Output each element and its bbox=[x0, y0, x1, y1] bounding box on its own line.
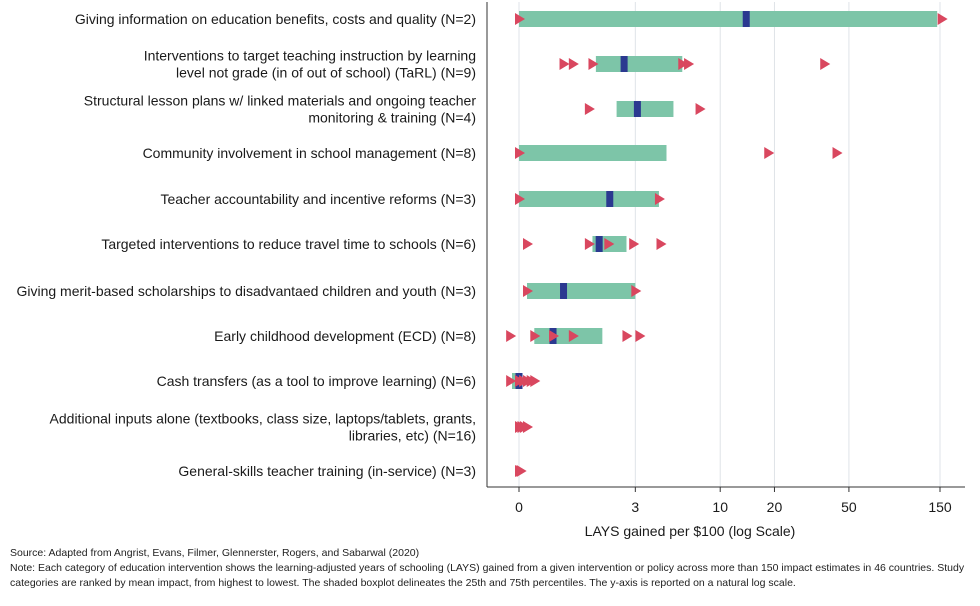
x-tick-label-0: 0 bbox=[515, 499, 523, 515]
x-tick-label-3: 3 bbox=[631, 499, 639, 515]
source-note: Source: Adapted from Angrist, Evans, Fil… bbox=[10, 547, 420, 559]
estimate-point-2-6 bbox=[820, 58, 831, 70]
category-label-line: Additional inputs alone (textbooks, clas… bbox=[50, 411, 476, 427]
estimate-point-2-2 bbox=[568, 58, 579, 70]
estimate-point-4-2 bbox=[764, 147, 775, 159]
x-axis: 0 3 10 20 50 150 bbox=[486, 2, 965, 515]
estimate-point-8-2 bbox=[530, 330, 541, 342]
category-label-line: Structural lesson plans w/ linked materi… bbox=[84, 93, 477, 109]
estimate-point-2-5 bbox=[684, 58, 695, 70]
estimate-point-4-3 bbox=[832, 147, 843, 159]
grid-lines bbox=[518, 2, 941, 487]
category-label-4: Community involvement in school manageme… bbox=[143, 145, 476, 161]
estimate-point-8-3 bbox=[549, 330, 560, 342]
median-marker-3 bbox=[633, 101, 641, 117]
estimate-point-8-5 bbox=[622, 330, 633, 342]
figure-notes: Source: Adapted from Angrist, Evans, Fil… bbox=[10, 546, 975, 591]
points-layer bbox=[506, 13, 948, 477]
category-label-line: Targeted interventions to reduce travel … bbox=[101, 236, 476, 252]
estimate-point-2-4 bbox=[678, 58, 689, 70]
category-label-1: Giving information on education benefits… bbox=[75, 11, 476, 27]
median-marker-5 bbox=[606, 191, 614, 207]
estimate-point-2-3 bbox=[588, 58, 599, 70]
category-label-line: libraries, etc) (N=16) bbox=[349, 428, 476, 444]
iqr-box-4 bbox=[519, 145, 667, 161]
estimate-point-5-1 bbox=[515, 193, 525, 205]
category-label-2: Interventions to target teaching instruc… bbox=[144, 48, 476, 81]
category-label-line: monitoring & training (N=4) bbox=[308, 110, 476, 126]
estimate-point-1-2 bbox=[937, 13, 948, 25]
estimate-point-6-1 bbox=[522, 238, 533, 250]
boxplot-chart: Giving information on education benefits… bbox=[16, 2, 965, 539]
iqr-box-3 bbox=[616, 101, 674, 117]
category-label-line: Community involvement in school manageme… bbox=[143, 145, 476, 161]
estimate-point-8-4 bbox=[568, 330, 579, 342]
boxes-layer bbox=[512, 11, 938, 389]
estimate-point-10-4 bbox=[522, 421, 533, 433]
estimate-point-7-1 bbox=[522, 285, 533, 297]
methodology-note: Note: Each category of education interve… bbox=[10, 562, 965, 589]
estimate-point-11-2 bbox=[516, 465, 527, 477]
x-tick-label-50: 50 bbox=[841, 499, 857, 515]
iqr-box-5 bbox=[519, 191, 659, 207]
x-tick-label-20: 20 bbox=[767, 499, 783, 515]
estimate-point-7-2 bbox=[631, 285, 642, 297]
category-label-line: Cash transfers (as a tool to improve lea… bbox=[157, 373, 476, 389]
category-label-line: Teacher accountability and incentive ref… bbox=[160, 191, 476, 207]
estimate-point-8-6 bbox=[635, 330, 646, 342]
estimate-point-1-1 bbox=[515, 13, 525, 25]
estimate-point-2-1 bbox=[559, 58, 570, 70]
category-label-7: Giving merit-based scholarships to disad… bbox=[16, 283, 476, 299]
category-label-6: Targeted interventions to reduce travel … bbox=[101, 236, 476, 252]
category-label-line: Giving information on education benefits… bbox=[75, 11, 476, 27]
category-label-9: Cash transfers (as a tool to improve lea… bbox=[157, 373, 476, 389]
x-tick-label-10: 10 bbox=[712, 499, 728, 515]
category-label-8: Early childhood development (ECD) (N=8) bbox=[214, 328, 476, 344]
estimate-point-8-1 bbox=[506, 330, 517, 342]
estimate-point-6-5 bbox=[656, 238, 667, 250]
estimate-point-3-2 bbox=[695, 103, 706, 115]
category-label-line: level not grade (in of out of school) (T… bbox=[176, 65, 476, 81]
category-label-line: Early childhood development (ECD) (N=8) bbox=[214, 328, 476, 344]
category-label-line: Interventions to target teaching instruc… bbox=[144, 48, 476, 64]
median-marker-2 bbox=[620, 56, 628, 72]
estimate-point-9-1 bbox=[506, 375, 517, 387]
estimate-point-6-3 bbox=[604, 238, 615, 250]
estimate-point-6-4 bbox=[629, 238, 640, 250]
category-label-5: Teacher accountability and incentive ref… bbox=[160, 191, 476, 207]
median-marker-7 bbox=[560, 283, 568, 299]
category-label-line: General-skills teacher training (in-serv… bbox=[178, 463, 476, 479]
iqr-box-7 bbox=[526, 283, 636, 299]
x-tick-label-150: 150 bbox=[928, 499, 952, 515]
category-label-10: Additional inputs alone (textbooks, clas… bbox=[50, 411, 476, 444]
estimate-point-9-6 bbox=[530, 375, 541, 387]
iqr-box-8 bbox=[534, 328, 603, 344]
estimate-point-5-2 bbox=[654, 193, 665, 205]
estimate-point-6-2 bbox=[584, 238, 595, 250]
category-label-line: Giving merit-based scholarships to disad… bbox=[16, 283, 476, 299]
category-label-11: General-skills teacher training (in-serv… bbox=[178, 463, 476, 479]
iqr-box-2 bbox=[595, 56, 683, 72]
median-marker-1 bbox=[742, 11, 750, 27]
x-axis-title: LAYS gained per $100 (log Scale) bbox=[585, 523, 796, 539]
category-labels: Giving information on education benefits… bbox=[16, 11, 476, 479]
median-marker-6 bbox=[595, 236, 603, 252]
category-label-3: Structural lesson plans w/ linked materi… bbox=[84, 93, 477, 126]
estimate-point-4-1 bbox=[515, 147, 525, 159]
estimate-point-3-1 bbox=[584, 103, 595, 115]
iqr-box-1 bbox=[519, 11, 938, 27]
